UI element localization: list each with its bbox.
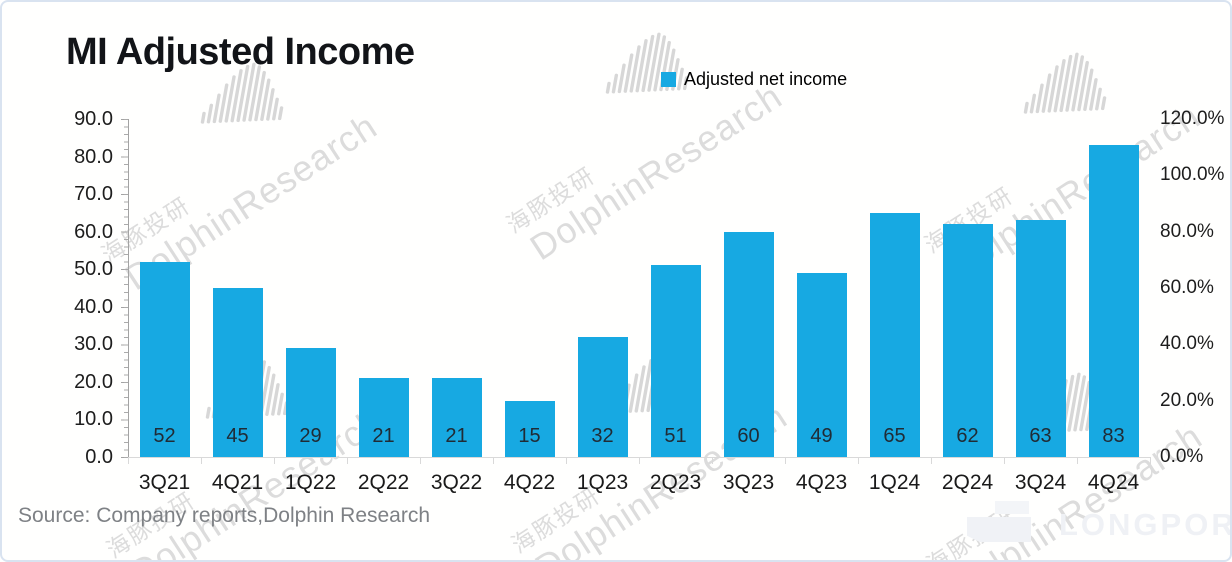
longport-wordmark: LONGPORT bbox=[1059, 507, 1230, 542]
right-axis-tick-label: 40.0% bbox=[1160, 333, 1214, 355]
left-axis-tick-label: 70.0 bbox=[74, 183, 113, 206]
right-axis-tick-label: 80.0% bbox=[1160, 220, 1214, 242]
x-axis-label: 1Q24 bbox=[868, 471, 921, 494]
legend: Adjusted net income bbox=[661, 69, 847, 90]
left-axis-tick-label: 10.0 bbox=[74, 408, 113, 431]
bar-value-label: 63 bbox=[1029, 425, 1052, 447]
right-axis-tick-label: 20.0% bbox=[1160, 389, 1214, 411]
x-axis-label: 2Q23 bbox=[649, 471, 702, 494]
longport-watermark: LONGPORT bbox=[967, 499, 1230, 545]
x-axis-label: 4Q22 bbox=[503, 471, 556, 494]
chart-title: MI Adjusted Income bbox=[66, 31, 415, 73]
right-axis-tick-label: 100.0% bbox=[1160, 164, 1225, 186]
bar-value-label: 65 bbox=[883, 425, 906, 447]
bar: 15 bbox=[504, 400, 555, 457]
bar-value-label: 15 bbox=[518, 425, 541, 447]
x-axis-label: 2Q24 bbox=[941, 471, 994, 494]
right-axis-tick-label: 0.0% bbox=[1160, 446, 1204, 467]
bar-value-label: 51 bbox=[664, 425, 687, 447]
bar: 29 bbox=[285, 348, 336, 457]
left-axis-tick-label: 50.0 bbox=[74, 258, 113, 281]
x-axis-label: 4Q21 bbox=[211, 471, 264, 494]
left-axis-tick-label: 30.0 bbox=[74, 333, 113, 356]
bar: 21 bbox=[358, 378, 409, 457]
bar: 63 bbox=[1015, 220, 1066, 457]
x-axis-label: 3Q24 bbox=[1014, 471, 1067, 494]
x-axis-label: 4Q23 bbox=[795, 471, 848, 494]
left-axis-minor-ticks bbox=[124, 119, 128, 458]
bar: 49 bbox=[796, 272, 847, 457]
x-axis-line bbox=[128, 457, 1151, 458]
left-axis-tick-label: 90.0 bbox=[74, 108, 113, 130]
legend-marker-icon bbox=[661, 72, 676, 87]
bar-value-label: 45 bbox=[226, 425, 249, 447]
left-axis-tick-label: 0.0 bbox=[85, 446, 113, 468]
bar-value-label: 60 bbox=[737, 425, 760, 447]
x-axis-label: 4Q24 bbox=[1087, 471, 1140, 494]
x-axis-label: 1Q23 bbox=[576, 471, 629, 494]
left-axis-tick-label: 40.0 bbox=[74, 295, 113, 318]
x-axis-category-labels: 3Q21 4Q21 1Q22 2Q22 3Q22 4Q22 1Q23 2Q23 3Q23 4Q23… bbox=[128, 470, 1150, 496]
bar: 32 bbox=[577, 336, 628, 457]
left-axis-tick-label: 80.0 bbox=[74, 145, 113, 168]
dolphin-logo-icon bbox=[605, 32, 689, 94]
plot-area: 52 45 29 21 21 15 32 51 60 49 65 62 63 83 bbox=[128, 119, 1150, 457]
x-axis-label: 1Q22 bbox=[284, 471, 337, 494]
left-axis-labels: 0.0 10.0 20.0 30.0 40.0 50.0 60.0 70.0 80.0 90.0 bbox=[2, 108, 113, 468]
x-axis-label: 3Q22 bbox=[430, 471, 483, 494]
x-axis-label: 3Q21 bbox=[138, 471, 191, 494]
bar-value-label: 83 bbox=[1102, 425, 1125, 447]
bar-value-label: 49 bbox=[810, 425, 833, 447]
bar: 21 bbox=[431, 378, 482, 457]
right-axis-labels: 0.0% 20.0% 40.0% 60.0% 80.0% 100.0% 120.0% bbox=[1160, 108, 1230, 467]
right-axis-tick-label: 120.0% bbox=[1160, 108, 1225, 129]
x-axis-label: 2Q22 bbox=[357, 471, 410, 494]
x-axis-label: 3Q23 bbox=[722, 471, 775, 494]
left-axis-line bbox=[128, 119, 129, 458]
source-note: Source: Company reports,Dolphin Research bbox=[18, 504, 431, 527]
left-axis-tick-label: 60.0 bbox=[74, 220, 113, 243]
bar: 60 bbox=[723, 231, 774, 457]
longport-flag-icon bbox=[967, 499, 1031, 545]
x-axis-ticks bbox=[128, 458, 1151, 464]
bar-value-label: 29 bbox=[299, 425, 322, 447]
bar: 83 bbox=[1088, 145, 1139, 457]
bar: 62 bbox=[942, 224, 993, 457]
bar: 65 bbox=[869, 212, 920, 457]
legend-label: Adjusted net income bbox=[684, 69, 848, 89]
bar: 51 bbox=[650, 265, 701, 457]
bar-value-label: 21 bbox=[372, 425, 395, 447]
bar-value-label: 52 bbox=[153, 425, 176, 447]
bar-value-label: 32 bbox=[591, 425, 614, 447]
right-axis-tick-label: 60.0% bbox=[1160, 277, 1214, 298]
bar: 52 bbox=[139, 261, 190, 457]
bar-value-label: 21 bbox=[445, 425, 468, 447]
bar: 45 bbox=[212, 288, 263, 457]
bar-value-label: 62 bbox=[956, 425, 979, 447]
left-axis-tick-label: 20.0 bbox=[74, 370, 113, 393]
